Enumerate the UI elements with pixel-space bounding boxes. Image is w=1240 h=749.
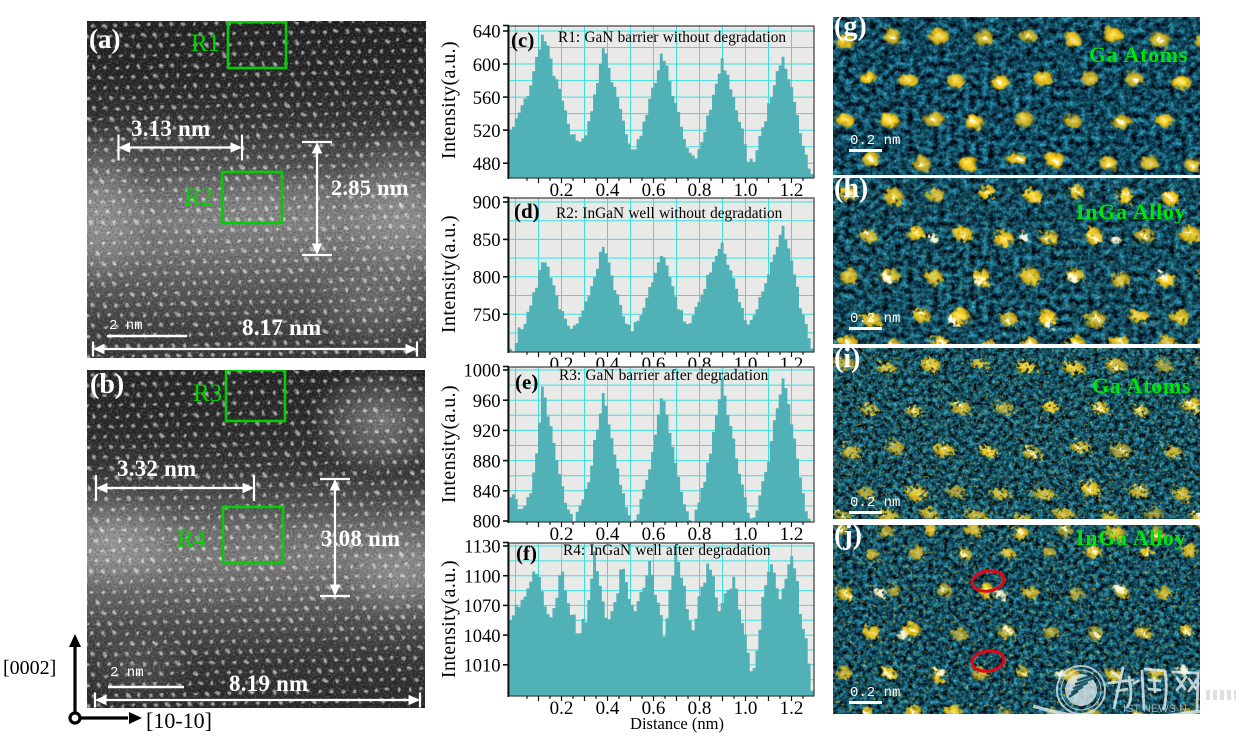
svg-text:0.2: 0.2 bbox=[550, 524, 574, 545]
svg-text:920: 920 bbox=[473, 422, 501, 442]
svg-text:0.6: 0.6 bbox=[642, 524, 666, 545]
svg-text:1010: 1010 bbox=[464, 657, 501, 677]
svg-text:Distance (nm): Distance (nm) bbox=[630, 714, 724, 733]
svg-text:1100: 1100 bbox=[464, 567, 500, 587]
svg-text:0.4: 0.4 bbox=[596, 698, 620, 719]
svg-text:520: 520 bbox=[473, 122, 501, 142]
svg-text:1.0: 1.0 bbox=[734, 180, 758, 201]
svg-text:880: 880 bbox=[473, 452, 501, 472]
svg-text:1070: 1070 bbox=[464, 597, 501, 617]
svg-text:800: 800 bbox=[473, 513, 501, 533]
svg-text:0.8: 0.8 bbox=[688, 524, 712, 545]
svg-text:0.6: 0.6 bbox=[642, 180, 666, 201]
svg-text:IST NEWS N: IST NEWS N bbox=[1123, 703, 1187, 714]
svg-text:0.2: 0.2 bbox=[550, 180, 574, 201]
svg-text:1.2: 1.2 bbox=[780, 698, 804, 719]
svg-text:1.2: 1.2 bbox=[780, 524, 804, 545]
svg-text:1040: 1040 bbox=[464, 627, 501, 647]
svg-text:600: 600 bbox=[473, 56, 501, 76]
svg-text:900: 900 bbox=[473, 194, 501, 214]
svg-text:1130: 1130 bbox=[464, 538, 500, 558]
svg-text:0.8: 0.8 bbox=[688, 698, 712, 719]
svg-text:850: 850 bbox=[473, 231, 501, 251]
svg-text:750: 750 bbox=[473, 306, 501, 326]
svg-text:800: 800 bbox=[473, 269, 501, 289]
svg-text:1.2: 1.2 bbox=[780, 180, 804, 201]
svg-text:0.6: 0.6 bbox=[642, 698, 666, 719]
svg-text:640: 640 bbox=[473, 23, 501, 43]
svg-text:1000: 1000 bbox=[464, 362, 501, 382]
svg-text:1.0: 1.0 bbox=[734, 698, 758, 719]
svg-text:0.4: 0.4 bbox=[596, 524, 620, 545]
svg-text:480: 480 bbox=[473, 155, 501, 175]
svg-text:1.0: 1.0 bbox=[734, 524, 758, 545]
svg-text:560: 560 bbox=[473, 89, 501, 109]
svg-text:840: 840 bbox=[473, 483, 501, 503]
svg-text:0.4: 0.4 bbox=[596, 180, 620, 201]
svg-text:960: 960 bbox=[473, 392, 501, 412]
svg-text:0.8: 0.8 bbox=[688, 180, 712, 201]
svg-text:0.2: 0.2 bbox=[550, 698, 574, 719]
